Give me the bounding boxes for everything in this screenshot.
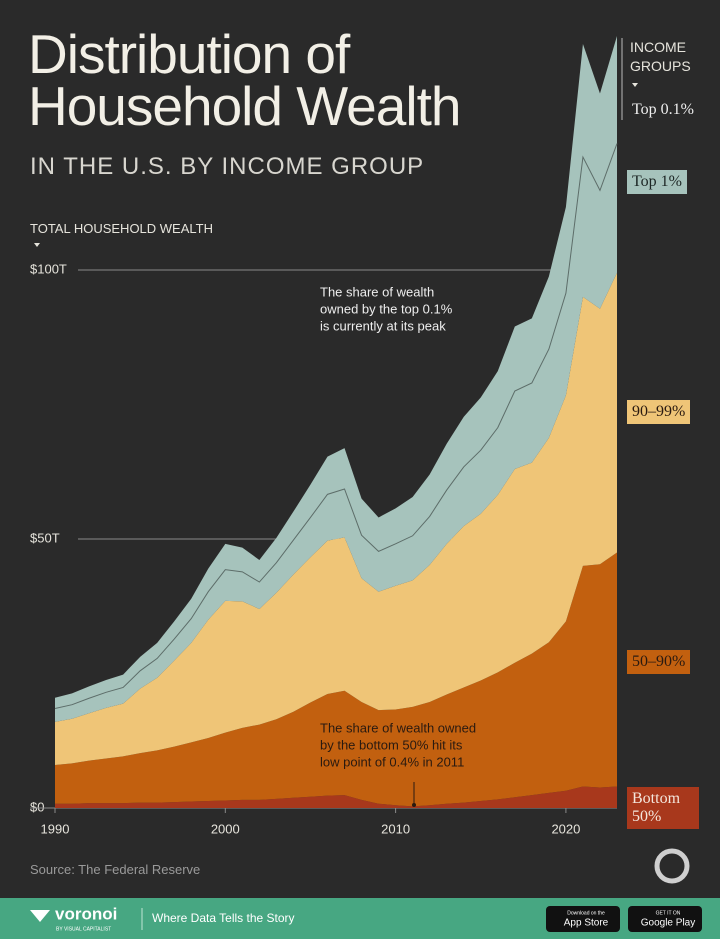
annotation: low point of 0.4% in 2011 [320, 754, 464, 769]
area [55, 272, 617, 765]
annotation: is currently at its peak [320, 318, 446, 333]
annotation: The share of wealth owned [320, 720, 476, 735]
area [55, 552, 617, 807]
legend-entry: Top 1% [627, 170, 687, 194]
brand-logo [30, 910, 50, 922]
area [55, 143, 617, 722]
y-tick-label: $0 [30, 799, 44, 814]
app-store-badge[interactable] [546, 906, 620, 932]
brand: voronoi [55, 904, 117, 923]
y-axis-label: TOTAL HOUSEHOLD WEALTH [30, 221, 213, 236]
area [55, 35, 617, 709]
logo-mark [654, 848, 690, 884]
google-play-badge[interactable] [628, 906, 702, 932]
legend-entry: Top 0.1% [632, 101, 694, 118]
app-store-small: Download on the [567, 910, 605, 916]
legend-arrow [632, 83, 638, 87]
legend-entry: 90–99% [627, 400, 691, 424]
legend-entry: 50–90% [627, 650, 691, 674]
legend-title: INCOME GROUPS [630, 39, 691, 74]
boundary-line [54, 143, 618, 709]
y-tick-label: $100T [30, 261, 67, 276]
area [55, 786, 617, 808]
x-tick-label: 2020 [551, 821, 580, 836]
brand-sub: BY VISUAL CAPITALIST [56, 926, 111, 932]
source: Source: The Federal Reserve [30, 862, 201, 877]
ylabel-arrow [34, 243, 40, 247]
app-store: App Store [564, 918, 609, 929]
annotation: by the bottom 50% hit its [320, 737, 463, 752]
annotation: owned by the top 0.1% [320, 301, 453, 316]
google-play: Google Play [641, 918, 695, 929]
chart-subtitle: IN THE U.S. BY INCOME GROUP [30, 153, 425, 180]
annotation-dot [412, 803, 416, 807]
x-tick-label: 1990 [41, 821, 70, 836]
x-tick-label: 2000 [211, 821, 240, 836]
y-tick-label: $50T [30, 530, 60, 545]
google-small: GET IT ON [656, 910, 681, 916]
annotation: The share of wealth [320, 284, 434, 299]
chart-title: Distribution of Household Wealth [28, 23, 461, 137]
legend-entry: Bottom 50% [627, 787, 699, 829]
tagline: Where Data Tells the Story [152, 911, 295, 925]
x-tick-label: 2010 [381, 821, 410, 836]
